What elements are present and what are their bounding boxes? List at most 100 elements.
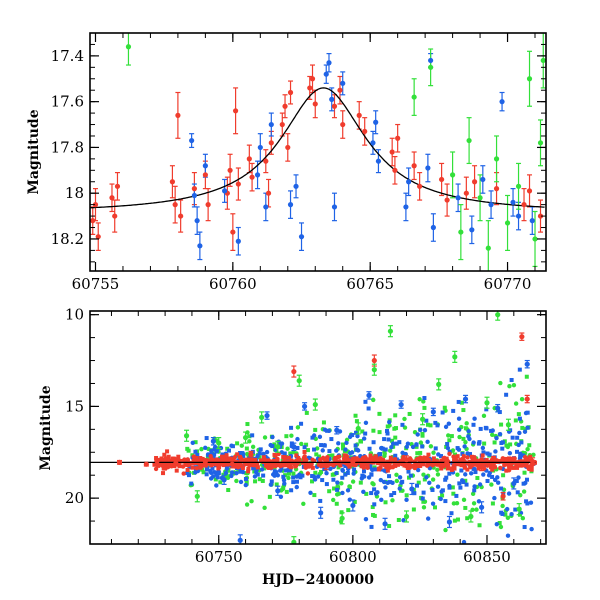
bot-dense-marker-1339 xyxy=(347,464,352,469)
bot-dense-marker-72 xyxy=(454,501,460,506)
bot-dense-marker-620 xyxy=(379,497,384,503)
bot-dense-marker-1631 xyxy=(290,459,295,464)
top-point-red-44 xyxy=(493,186,500,192)
bot-dense-marker-899 xyxy=(366,406,371,411)
bot-dense-marker-561 xyxy=(343,472,348,477)
bot-dense-marker-503 xyxy=(472,488,477,493)
bot-dense-marker-1626 xyxy=(438,463,443,468)
top-x-ticks: 60755 60760 60765 60770 xyxy=(72,33,536,293)
bot-dense-marker-1518 xyxy=(440,462,445,467)
bot-dense-marker-476 xyxy=(238,469,243,474)
bot-dense-marker-206 xyxy=(525,446,530,452)
bot-point-red-6 xyxy=(248,451,254,457)
bot-dense-marker-1129 xyxy=(488,465,493,470)
bot-dense-marker-1601 xyxy=(491,461,496,466)
bot-dense-marker-1615 xyxy=(247,463,252,468)
bot-dense-marker-1554 xyxy=(455,461,460,466)
bot-dense-marker-1396 xyxy=(282,456,287,462)
bot-dense-marker-284 xyxy=(234,478,239,484)
panel-bottom: 60750 60800 60850 10 15 20 Magnitude HJD−240… xyxy=(38,306,547,588)
bot-dense-marker-460 xyxy=(406,469,411,474)
bot-dense-marker-40 xyxy=(218,480,223,485)
bot-dense-marker-665 xyxy=(418,427,423,433)
bot-dense-marker-501 xyxy=(499,486,504,491)
bot-dense-marker-203 xyxy=(516,412,521,417)
bot-dense-marker-847 xyxy=(447,471,452,476)
bot-dense-marker-929 xyxy=(377,452,382,457)
bot-dense-marker-1560 xyxy=(407,465,412,470)
bot-dense-marker-1531 xyxy=(295,459,300,464)
bot-dense-marker-295 xyxy=(422,499,428,504)
bot-dense-marker-925 xyxy=(509,378,514,383)
bot-dense-marker-181 xyxy=(273,445,278,450)
bot-dense-marker-867 xyxy=(363,420,369,425)
bot-dense-marker-398 xyxy=(414,444,419,449)
bot-x-tick-label-2: 60850 xyxy=(463,548,511,566)
top-point-red-24 xyxy=(282,103,288,109)
bot-dense-marker-1519 xyxy=(344,459,349,464)
bot-dense-marker-600 xyxy=(471,422,476,427)
top-point-blue-1 xyxy=(191,192,197,199)
bot-dense-marker-448 xyxy=(443,424,449,430)
bot-point-green-8 xyxy=(312,401,318,408)
top-point-red-20 xyxy=(263,158,269,164)
bot-dense-marker-1376 xyxy=(241,458,246,463)
bot-point-green-20 xyxy=(505,422,512,428)
bot-dense-marker-682 xyxy=(484,426,489,431)
bot-dense-marker-881 xyxy=(302,445,307,450)
bot-dense-marker-364 xyxy=(402,416,407,422)
bot-x-tick-label-1: 60800 xyxy=(329,548,377,566)
bot-dense-marker-764 xyxy=(251,466,256,471)
bot-dense-marker-516 xyxy=(282,481,287,486)
top-point-red-21 xyxy=(265,190,272,196)
top-axes-frame xyxy=(89,32,547,272)
bottom-x-axis-title: HJD−2400000 xyxy=(262,572,374,588)
bot-dense-marker-1568 xyxy=(516,462,521,467)
bot-point-blue-19 xyxy=(511,480,517,487)
bot-dense-marker-358 xyxy=(435,467,440,473)
bot-dense-marker-822 xyxy=(208,470,214,475)
bot-dense-marker-880 xyxy=(294,484,299,490)
bot-dense-marker-623 xyxy=(230,444,235,449)
bot-dense-marker-200 xyxy=(503,512,508,517)
bot-dense-marker-445 xyxy=(389,493,394,498)
top-plot-area xyxy=(90,33,546,271)
bot-dense-marker-938 xyxy=(477,440,482,445)
top-point-green-2 xyxy=(428,64,434,70)
bot-dense-marker-373 xyxy=(449,434,454,439)
bot-point-red-7 xyxy=(291,368,297,375)
bot-dense-marker-275 xyxy=(377,411,382,416)
bot-dense-marker-848 xyxy=(400,479,405,484)
bot-dense-marker-1416 xyxy=(424,458,429,463)
bot-dense-marker-301 xyxy=(435,472,441,477)
bot-dense-marker-1201 xyxy=(265,461,270,466)
bot-dense-marker-381 xyxy=(505,515,511,520)
bot-dense-marker-163 xyxy=(304,442,309,447)
bot-point-red-1 xyxy=(143,461,149,467)
bot-dense-marker-647 xyxy=(275,473,281,478)
bot-dense-marker-1537 xyxy=(484,458,489,463)
bot-dense-marker-1637 xyxy=(271,459,276,464)
bot-point-blue-10 xyxy=(366,392,372,398)
bot-dense-marker-253 xyxy=(274,482,279,487)
top-y-tick-label-3: 18 xyxy=(65,184,84,202)
bot-dense-marker-528 xyxy=(204,472,209,477)
bot-dense-marker-53 xyxy=(199,446,204,452)
bot-dense-marker-748 xyxy=(363,399,368,404)
bot-dense-marker-858 xyxy=(340,490,345,496)
bot-dense-marker-612 xyxy=(456,416,462,421)
bot-dense-marker-1594 xyxy=(187,461,192,467)
bot-dense-marker-645 xyxy=(484,407,489,412)
top-point-blue-12 xyxy=(293,183,299,189)
bot-dense-marker-607 xyxy=(517,416,522,421)
bot-dense-marker-123 xyxy=(313,436,318,442)
bot-dense-marker-860 xyxy=(255,472,260,477)
bot-dense-marker-242 xyxy=(416,480,421,485)
bot-point-green-19 xyxy=(495,312,501,318)
bot-dense-marker-909 xyxy=(193,449,198,454)
bot-dense-marker-884 xyxy=(500,446,505,451)
bot-dense-marker-1581 xyxy=(491,456,496,462)
bot-dense-marker-19 xyxy=(341,446,346,451)
bot-dense-marker-1588 xyxy=(452,466,457,471)
bot-dense-marker-463 xyxy=(281,478,287,483)
